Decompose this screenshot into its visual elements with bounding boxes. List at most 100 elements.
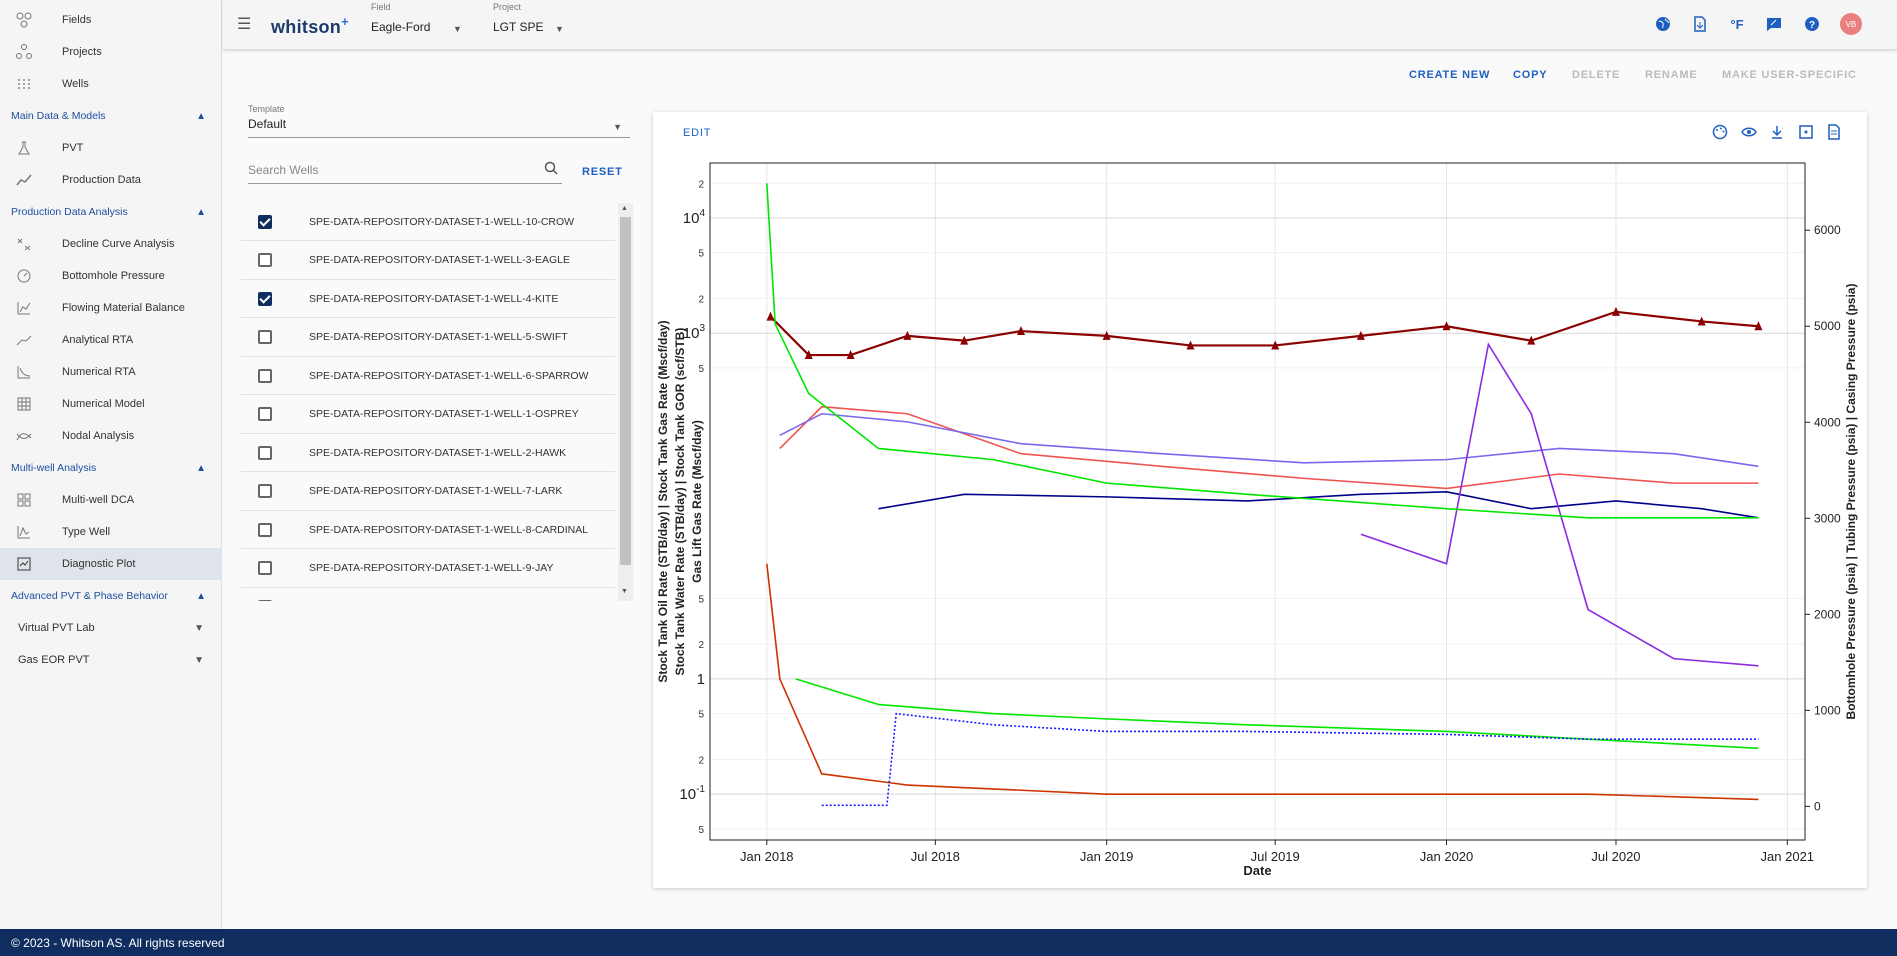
sidebar-item-flowing-material-balance[interactable]: Flowing Material Balance <box>0 292 222 324</box>
palette-icon[interactable] <box>1710 122 1730 142</box>
well-row[interactable]: SPE-DATA-REPOSITORY-DATASET-1-WELL-10-CR… <box>241 203 615 241</box>
download-file-icon[interactable] <box>1689 13 1711 35</box>
x-tick-label: Jan 2021 <box>1761 849 1815 864</box>
reset-button[interactable]: RESET <box>582 166 623 178</box>
diagnostic-chart[interactable]: Jan 2018 Jul 2018 Jan 2019 Jul 2019 Jan 2020… <box>653 112 1867 888</box>
well-checkbox[interactable] <box>258 253 272 267</box>
sidebar-item-virtual-pvt-lab[interactable]: Virtual PVT Lab ▼ <box>0 612 222 644</box>
pressure-marker <box>1186 340 1195 350</box>
units-label: °F <box>1730 16 1744 32</box>
sidebar-item-fields[interactable]: Fields <box>0 4 222 36</box>
well-row[interactable]: SPE-DATA-REPOSITORY-DATASET-1-WELL-9-JAY <box>241 550 615 588</box>
well-row[interactable]: SPE-DATA-REPOSITORY-DATASET-1-WELL-6-SPA… <box>241 357 615 395</box>
scroll-up-icon[interactable]: ▲ <box>621 205 628 212</box>
sidebar-item-multi-well-dca[interactable]: Multi-well DCA <box>0 484 222 516</box>
project-select[interactable]: Project LGT SPE ▼ <box>493 2 573 34</box>
create-new-button[interactable]: CREATE NEW <box>1409 69 1491 81</box>
section-production-data-analysis[interactable]: Production Data Analysis ▲ <box>0 196 222 228</box>
well-checkbox[interactable] <box>258 330 272 344</box>
well-checkbox[interactable] <box>258 599 272 601</box>
section-advanced-pvt[interactable]: Advanced PVT & Phase Behavior ▲ <box>0 580 222 612</box>
sidebar-item-nodal-analysis[interactable]: Nodal Analysis <box>0 420 222 452</box>
sidebar-item-diagnostic-plot[interactable]: Diagnostic Plot <box>0 548 222 580</box>
well-row[interactable]: SPE-DATA-REPOSITORY-DATASET-1-WELL-5-SWI… <box>241 319 615 357</box>
sidebar-item-wells[interactable]: Wells <box>0 68 222 100</box>
well-name: SPE-DATA-REPOSITORY-DATASET-1-WELL-6-SPA… <box>309 369 589 382</box>
sidebar-item-label: Type Well <box>62 526 111 538</box>
avatar-initials: VB <box>1845 19 1857 29</box>
section-main-data[interactable]: Main Data & Models ▲ <box>0 100 222 132</box>
help-icon[interactable]: ? <box>1801 13 1823 35</box>
units-toggle[interactable]: °F <box>1726 13 1748 35</box>
search-icon[interactable] <box>544 161 558 178</box>
menu-icon[interactable]: ☰ <box>237 16 252 33</box>
well-row[interactable]: SPE-DATA-REPOSITORY-DATASET-1-WELL-2-HAW… <box>241 434 615 472</box>
edit-button[interactable]: EDIT <box>683 127 712 139</box>
well-list: SPE-DATA-REPOSITORY-DATASET-1-WELL-10-CR… <box>241 203 633 601</box>
nodal-icon <box>14 426 34 446</box>
template-select[interactable]: Template Default ▼ <box>248 104 630 138</box>
well-row[interactable]: SPE-DATA-REPOSITORY-DATASET-1-WELL-4-KIT… <box>241 280 615 318</box>
sidebar-item-projects[interactable]: Projects <box>0 36 222 68</box>
delete-button[interactable]: DELETE <box>1572 69 1621 81</box>
globe-icon[interactable] <box>1652 13 1674 35</box>
sidebar-item-production-data[interactable]: Production Data <box>0 164 222 196</box>
well-name: SPE-DATA-REPOSITORY-DATASET-1-WELL-9-JAY <box>309 562 554 574</box>
well-checkbox[interactable] <box>258 407 272 421</box>
sidebar-item-label: Analytical RTA <box>62 334 134 346</box>
well-list-scrollbar[interactable]: ▲ ▼ <box>618 203 633 601</box>
search-input[interactable] <box>248 158 528 182</box>
sidebar-item-pvt[interactable]: PVT <box>0 132 222 164</box>
caret-down-icon: ▼ <box>613 122 622 132</box>
sidebar-item-label: Gas EOR PVT <box>18 654 90 666</box>
y-tick-label: 104 <box>683 208 706 227</box>
make-user-specific-button[interactable]: MAKE USER-SPECIFIC <box>1722 69 1857 81</box>
sidebar-item-label: Projects <box>62 46 102 58</box>
section-multi-well-analysis[interactable]: Multi-well Analysis ▲ <box>0 452 222 484</box>
svg-text:?: ? <box>1809 20 1815 31</box>
pressure-marker <box>1102 330 1111 340</box>
well-row[interactable]: SPE-DATA-REPOSITORY-DATASET-1-WELL-3-EAG… <box>241 242 615 280</box>
y-minor-tick-label: 5 <box>698 825 704 836</box>
download-icon[interactable] <box>1767 122 1787 142</box>
curve-icon <box>14 330 34 350</box>
sidebar-item-gas-eor-pvt[interactable]: Gas EOR PVT ▼ <box>0 644 222 676</box>
sidebar-item-decline-curve-analysis[interactable]: Decline Curve Analysis <box>0 228 222 260</box>
avatar[interactable]: VB <box>1840 13 1862 35</box>
y2-tick-label: 3000 <box>1814 511 1841 525</box>
sidebar-item-bottomhole-pressure[interactable]: Bottomhole Pressure <box>0 260 222 292</box>
sidebar-item-label: Flowing Material Balance <box>62 302 185 314</box>
sidebar-item-numerical-rta[interactable]: Numerical RTA <box>0 356 222 388</box>
y-minor-tick-label: 5 <box>698 594 704 605</box>
field-select[interactable]: Field Eagle-Ford ▼ <box>371 2 471 34</box>
well-row[interactable]: SPE-DATA-REPOSITORY-DATASET-1-WELL-1-OSP… <box>241 396 615 434</box>
feedback-icon[interactable] <box>1763 13 1785 35</box>
scroll-thumb[interactable] <box>620 217 631 565</box>
logo[interactable]: whitson+ <box>271 14 349 38</box>
well-checkbox[interactable] <box>258 522 272 537</box>
field-value: Eagle-Ford <box>371 20 431 34</box>
y-tick-label: 1 <box>697 671 705 688</box>
well-checkbox[interactable] <box>258 291 272 306</box>
well-checkbox[interactable] <box>258 368 272 383</box>
well-row[interactable]: SPE-DATA-REPOSITORY-DATASET-1-WELL-7-LAR… <box>241 473 615 511</box>
y2-axis-label: Bottomhole Pressure (psia) | Tubing Pres… <box>1844 284 1858 720</box>
sidebar-item-analytical-rta[interactable]: Analytical RTA <box>0 324 222 356</box>
eye-icon[interactable] <box>1739 122 1759 142</box>
y2-tick-label: 0 <box>1814 799 1821 813</box>
well-row[interactable]: SPE-DATA-REPOSITORY-DATASET-1-WELL-8-CAR… <box>241 511 615 549</box>
well-checkbox[interactable] <box>258 445 272 460</box>
scroll-down-icon[interactable]: ▼ <box>621 588 628 595</box>
sidebar-item-type-well[interactable]: Type Well <box>0 516 222 548</box>
fullscreen-icon[interactable] <box>1796 122 1816 142</box>
well-row[interactable]: SPE-DATA-REPOSITORY-DATASET-1-WELL-11-FA… <box>241 588 615 601</box>
rename-button[interactable]: RENAME <box>1645 69 1698 81</box>
copy-button[interactable]: COPY <box>1513 69 1548 81</box>
well-checkbox[interactable] <box>258 214 272 229</box>
pressure-marker <box>1271 340 1280 350</box>
well-checkbox[interactable] <box>258 484 272 498</box>
y-axis-label: Stock Tank Water Rate (STB/day) | Stock … <box>673 328 687 676</box>
sidebar-item-numerical-model[interactable]: Numerical Model <box>0 388 222 420</box>
export-file-icon[interactable] <box>1824 122 1844 142</box>
well-checkbox[interactable] <box>258 561 272 575</box>
